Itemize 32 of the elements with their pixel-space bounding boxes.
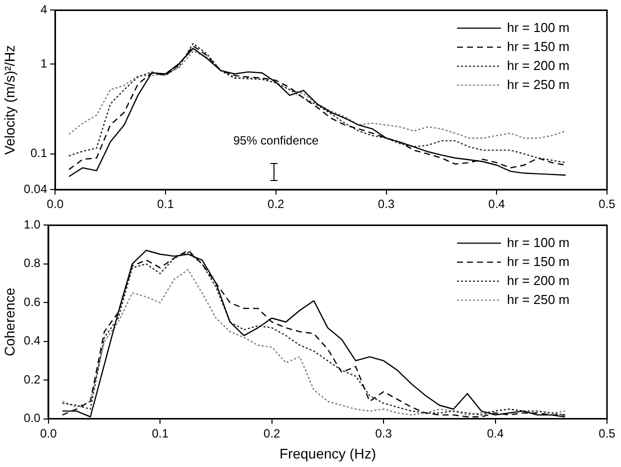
legend-label: hr = 100 m bbox=[507, 234, 570, 250]
y-tick-label: 0.2 bbox=[24, 372, 41, 386]
y-tick-label: 0.6 bbox=[24, 294, 41, 309]
y-tick-label: 0.04 bbox=[24, 182, 48, 196]
y-tick-label: 0.8 bbox=[24, 256, 41, 270]
legend-label: hr = 200 m bbox=[507, 58, 570, 73]
x-tick-label: 0.3 bbox=[378, 197, 395, 212]
y-axis-title: Velocity (m/s)²/Hz bbox=[1, 45, 18, 155]
legend-label: hr = 150 m bbox=[507, 254, 570, 269]
y-tick-label: 0.1 bbox=[30, 146, 48, 160]
legend-label: hr = 200 m bbox=[507, 272, 570, 288]
legend-label: hr = 250 m bbox=[507, 292, 570, 307]
x-tick-label: 0.2 bbox=[264, 426, 281, 440]
x-tick-label: 0.5 bbox=[598, 426, 616, 440]
x-tick-label: 0.4 bbox=[486, 426, 504, 440]
y-tick-label: 1.0 bbox=[24, 218, 41, 232]
x-tick-label: 0.1 bbox=[157, 197, 174, 212]
annotation: 95% confidence bbox=[233, 133, 319, 148]
y-tick-label: 0.4 bbox=[24, 334, 41, 348]
x-tick-label: 0.5 bbox=[598, 197, 616, 212]
legend-label: hr = 250 m bbox=[507, 76, 570, 92]
x-tick-label: 0.1 bbox=[152, 426, 169, 440]
x-axis-title: Frequency (Hz) bbox=[280, 445, 376, 462]
x-tick-label: 0.3 bbox=[375, 426, 392, 440]
y-tick-label: 4 bbox=[40, 2, 48, 17]
y-axis-title: Coherence bbox=[1, 288, 18, 356]
y-tick-label: 0.0 bbox=[24, 411, 41, 426]
x-tick-label: 0.4 bbox=[488, 197, 506, 212]
x-tick-label: 0.2 bbox=[268, 197, 285, 212]
legend-label: hr = 150 m bbox=[507, 38, 570, 54]
y-tick-label: 1 bbox=[40, 56, 48, 71]
legend-label: hr = 100 m bbox=[507, 20, 570, 35]
